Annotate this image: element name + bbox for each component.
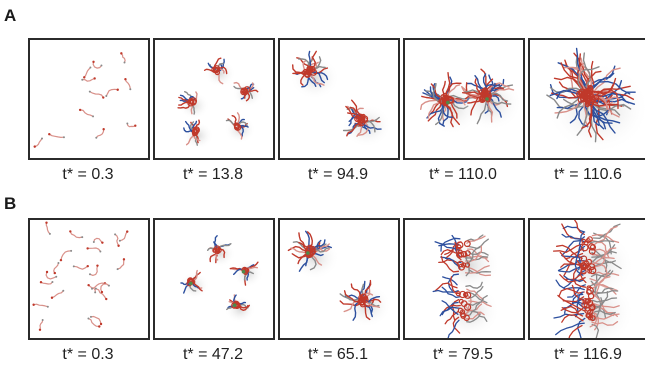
row-b	[28, 218, 645, 350]
snapshot-a-2	[153, 38, 275, 160]
panel-letter-a: A	[4, 6, 17, 25]
molecules-a-2	[177, 57, 264, 150]
time-label-b-5: t* = 116.9	[554, 346, 622, 363]
time-label-b-1: t* = 0.3	[62, 346, 114, 363]
molecules-a-1	[33, 52, 137, 148]
time-label-a-4: t* = 110.0	[429, 166, 497, 183]
time-label-a-5: t* = 110.6	[554, 166, 622, 183]
time-label-b-3: t* = 65.1	[307, 346, 369, 363]
snapshot-a-4	[403, 38, 525, 160]
molecules-b-2	[178, 235, 264, 324]
time-label-a-2: t* = 13.8	[182, 166, 244, 183]
molecules-a-4	[419, 68, 523, 135]
time-label-b-4: t* = 79.5	[432, 346, 494, 363]
snapshot-b-2	[153, 218, 275, 340]
snapshot-b-3	[278, 218, 400, 340]
snapshot-b-1	[28, 218, 150, 340]
snapshot-a-3	[278, 38, 400, 160]
molecules-b-1	[32, 221, 129, 331]
time-label-a-1: t* = 0.3	[62, 166, 114, 183]
snapshot-a-1	[28, 38, 150, 160]
molecules-a-3	[290, 50, 392, 148]
snapshot-b-5	[528, 218, 645, 340]
molecules-b-4	[432, 234, 501, 338]
time-label-b-2: t* = 47.2	[182, 346, 244, 363]
panel-letter-b: B	[4, 194, 17, 213]
molecules-b-5	[552, 220, 635, 338]
snapshot-b-4	[403, 218, 525, 340]
snapshot-a-5	[528, 38, 645, 160]
time-label-a-3: t* = 94.9	[307, 166, 369, 183]
molecules-b-3	[287, 230, 392, 328]
row-a	[28, 38, 645, 170]
molecules-a-5	[546, 47, 645, 154]
